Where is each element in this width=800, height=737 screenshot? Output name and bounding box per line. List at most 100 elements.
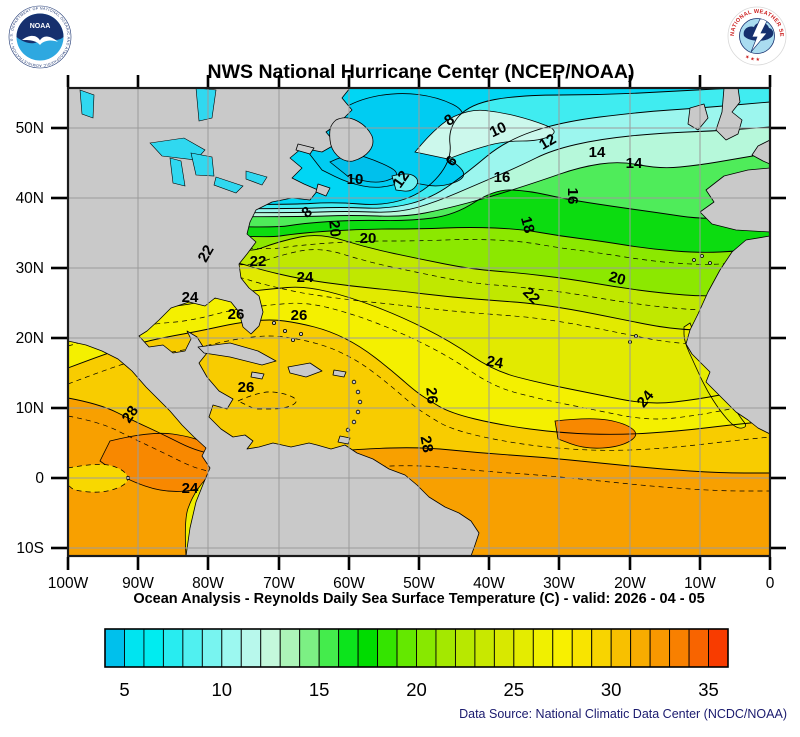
x-axis-label: 10W — [684, 575, 716, 592]
nws-logo: NATIONAL WEATHER SERVICE ★ ★ ★ — [725, 2, 787, 66]
colorbar-segment — [124, 628, 145, 668]
colorbar-segment — [377, 628, 398, 668]
colorbar-border — [104, 628, 729, 668]
colorbar-tick-label: 20 — [406, 679, 427, 700]
newfoundland-island — [329, 117, 374, 162]
contour-label-22: 22 — [250, 253, 267, 270]
y-axis-label: 10N — [16, 400, 44, 417]
noaa-globe-sky — [16, 13, 64, 44]
map-frame — [66, 86, 772, 558]
noaa-label: NOAA — [30, 23, 51, 30]
ireland — [687, 103, 709, 131]
x-axis-label: 40W — [473, 575, 505, 592]
colorbar-segment — [552, 628, 573, 668]
contour-label-26: 26 — [422, 387, 440, 405]
y-axis-label: 40N — [16, 190, 44, 207]
contour-label-12: 12 — [536, 131, 559, 154]
map-subtitle: Ocean Analysis - Reynolds Daily Sea Surf… — [133, 591, 704, 607]
colorbar-segment — [396, 628, 417, 668]
contour-label-10: 10 — [487, 119, 509, 141]
contour-label-14: 14 — [589, 144, 606, 161]
contour-label-20: 20 — [607, 268, 628, 289]
contour-label-26: 26 — [291, 307, 308, 324]
y-axis-label: 50N — [16, 120, 44, 137]
colorbar-segment — [357, 628, 379, 668]
land-masses — [68, 88, 770, 556]
isotherm-10c — [68, 101, 770, 210]
contour-label-28: 28 — [119, 403, 142, 426]
lake-michigan — [169, 157, 186, 187]
axis-labels: 100W 90W 80W 70W 60W 50W 40W 30W 20W 10W 0 50N 40N 30… — [16, 120, 775, 592]
colorbar-tick-label: 35 — [698, 679, 719, 700]
contour-label-20: 20 — [325, 220, 343, 238]
great-britain — [715, 88, 743, 141]
colorbar-segment — [299, 628, 320, 668]
colorbar-segment — [435, 628, 456, 668]
colorbar-segment — [240, 628, 262, 668]
x-axis-label: 30W — [543, 575, 575, 592]
colorbar-tick-label: 5 — [119, 679, 129, 700]
contour-label-16: 16 — [564, 188, 581, 205]
page-title: NWS National Hurricane Center (NCEP/NOAA… — [208, 61, 635, 83]
colorbar-segment — [571, 628, 593, 668]
colorbar-segment — [143, 628, 164, 668]
colorbar-segment — [338, 628, 359, 668]
lakes — [79, 88, 268, 194]
contour-label-20: 20 — [360, 230, 377, 247]
y-axis-label: 0 — [35, 470, 44, 487]
colorbar-segment — [221, 628, 242, 668]
isotherm-18c — [68, 227, 770, 253]
s-caribbean-pocket — [237, 391, 297, 410]
isotherm-20c — [68, 235, 770, 297]
contour-label-18: 18 — [517, 215, 538, 236]
canary-islands — [692, 254, 712, 265]
colorbar-segment — [454, 628, 476, 668]
colorbar-segment — [591, 628, 612, 668]
iberian-peninsula — [699, 167, 770, 233]
x-axis-label: 70W — [263, 575, 295, 592]
noaa-logo: NATIONAL OCEANIC AND ATMOSPHERIC ADMINIS… — [6, 2, 72, 69]
colorbar-segment — [708, 628, 729, 668]
contour-label-24: 24 — [182, 480, 199, 497]
isotherm-22c — [68, 259, 770, 331]
bahamas-islands — [271, 320, 303, 342]
isotherm-26c — [68, 319, 770, 435]
lat-lon-grid — [68, 88, 770, 556]
colorbar-segment — [318, 628, 340, 668]
isotherm-dashed-21c — [68, 249, 770, 311]
contour-label-12: 12 — [390, 168, 413, 191]
x-axis-label: 60W — [333, 575, 365, 592]
warm-pool-atlantic-29c — [554, 418, 637, 449]
contour-label-10: 10 — [347, 171, 364, 188]
isotherm-16c — [68, 189, 770, 228]
colorbar-segment — [416, 628, 437, 668]
colorbar-segment — [182, 628, 203, 668]
x-axis-label: 50W — [403, 575, 435, 592]
contour-label-26: 26 — [238, 379, 255, 396]
lake-winnipeg — [79, 89, 95, 119]
y-axis-label: 30N — [16, 260, 44, 277]
hispaniola — [287, 362, 323, 378]
nws-stars: ★ ★ ★ — [744, 54, 761, 63]
colorbar-segment — [649, 628, 671, 668]
puerto-rico — [332, 369, 347, 378]
colorbar-segment — [513, 628, 534, 668]
france-coast — [751, 139, 770, 165]
colorbar-segment — [162, 628, 184, 668]
isotherm-12c — [68, 126, 770, 214]
contour-label-24: 24 — [182, 289, 199, 306]
anticosti-island — [295, 143, 315, 155]
colorbar-segment — [279, 628, 301, 668]
x-axis-label: 20W — [614, 575, 646, 592]
contour-label-22: 22 — [195, 242, 218, 265]
colorbar: 5 10 15 20 25 30 35 — [104, 628, 729, 700]
y-axis-label: 10S — [16, 540, 44, 557]
cold-eddy-12c — [391, 173, 418, 192]
colorbar-tick-label: 25 — [504, 679, 525, 700]
data-source-note: Data Source: National Climatic Data Cent… — [459, 707, 787, 721]
contour-label-24: 24 — [485, 353, 505, 373]
x-axis-label: 90W — [122, 575, 154, 592]
